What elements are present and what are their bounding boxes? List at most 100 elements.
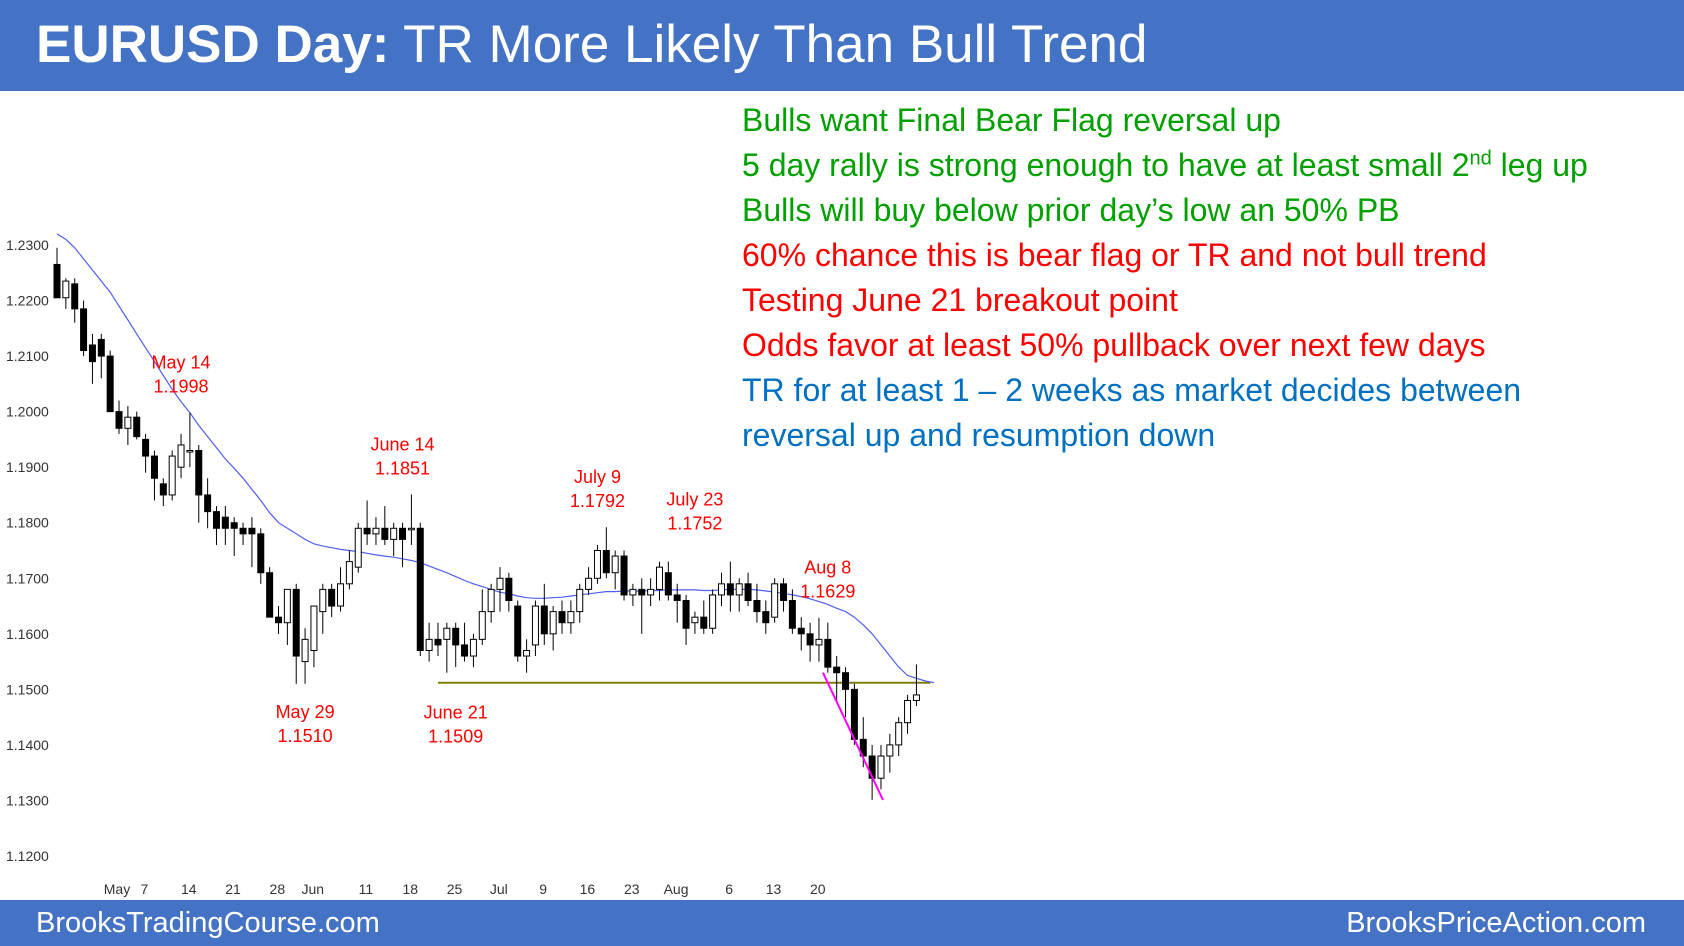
bull-candle [904,699,912,724]
note-text: reversal up and resumption down [742,417,1216,453]
bear-candle [399,527,407,540]
y-tick-label: 1.1900 [6,459,49,475]
bear-candle [833,666,841,674]
bull-candle [177,444,185,468]
bear-candle [115,411,123,429]
bear-candle [88,344,96,363]
y-tick-label: 1.1600 [6,626,49,642]
bull-candle [877,755,885,779]
bull-candle [576,588,584,613]
bull-candle [124,416,132,429]
annotation-price: 1.1629 [800,582,855,602]
bear-candle [381,527,389,540]
bear-candle [80,308,88,352]
page-title: EURUSD Day: TR More Likely Than Bull Tre… [36,14,1147,76]
bear-candle [142,438,150,457]
bull-candle [478,611,486,640]
bull-candle [611,555,619,574]
bull-candle [709,594,717,629]
bear-candle [461,644,469,657]
bear-candle [292,588,300,657]
bear-candle [806,633,814,646]
bear-candle [602,550,610,574]
note-text: TR for at least 1 – 2 weeks as market de… [742,372,1522,408]
x-tick-label: 18 [402,881,418,897]
bear-candle [53,263,61,299]
x-tick-label: 9 [539,881,547,897]
annotation-price: 1.1792 [570,491,625,511]
commentary-notes: Bulls want Final Bear Flag reversal up 5 … [742,98,1672,458]
bull-candle [168,455,176,496]
bear-candle [257,533,265,574]
x-tick-label: Jul [490,881,508,897]
footer-right-site: BrooksPriceAction.com [1346,907,1646,939]
bear-candle [780,583,788,601]
note-line: Odds favor at least 50% pullback over ne… [742,323,1672,368]
annotation-date: June 21 [424,702,488,722]
bear-candle [505,577,513,601]
bull-candle [487,588,495,613]
y-tick-label: 1.2200 [6,293,49,309]
bull-candle [186,450,194,453]
y-tick-label: 1.2000 [6,404,49,420]
annotation-date: May 29 [276,702,335,722]
bull-candle [718,583,725,596]
note-text: 60% chance this is bear flag or TR and n… [742,237,1487,273]
x-tick-label: 13 [766,881,782,897]
note-text: Bulls want Final Bear Flag reversal up [742,102,1281,138]
x-tick-label: 11 [359,881,374,897]
note-line: TR for at least 1 – 2 weeks as market de… [742,368,1672,413]
bull-candle [912,694,920,701]
x-tick-label: 25 [447,881,463,897]
bull-candle [655,566,663,590]
note-text: Bulls will buy below prior day’s low an … [742,192,1400,228]
bull-candle [390,527,398,540]
annotation-price: 1.1509 [428,726,483,746]
bear-candle [452,627,460,646]
note-line: 5 day rally is strong enough to have at … [742,143,1672,188]
x-tick-label: 20 [810,881,826,897]
note-text: 5 day rally is strong enough to have at … [742,147,1470,183]
note-superscript: nd [1469,147,1492,170]
x-tick-label: May [104,881,130,897]
bull-candle [354,527,362,568]
bear-candle [363,527,371,535]
bear-candle [159,483,167,496]
bear-candle [71,283,79,310]
bull-candle [62,280,70,299]
bull-candle [647,588,655,596]
bull-candle [310,605,318,651]
bull-candle [895,722,903,746]
bear-candle [682,599,690,629]
bear-candle [664,572,672,596]
bear-candle [133,416,141,438]
bull-candle [585,577,593,590]
footer-left-site: BrooksTradingCourse.com [36,907,380,939]
bull-candle [425,638,433,651]
bear-candle [150,455,158,479]
bear-candle [266,572,274,618]
x-tick-label: 21 [225,881,241,897]
bear-candle [239,527,247,535]
note-text: Odds favor at least 50% pullback over ne… [742,327,1486,363]
note-line: reversal up and resumption down [742,413,1672,458]
bear-candle [328,588,336,607]
note-line: 60% chance this is bear flag or TR and n… [742,233,1672,278]
annotation-price: 1.1510 [278,726,333,746]
bear-candle [620,555,628,596]
bear-candle [744,583,752,601]
bull-candle [301,638,309,663]
bear-candle [726,583,734,596]
bull-candle [372,527,380,535]
x-tick-label: 6 [725,881,733,897]
note-text-after: leg up [1491,147,1588,183]
footer-banner: BrooksTradingCourse.com BrooksPriceActio… [0,900,1684,946]
title-rest: TR More Likely Than Bull Trend [389,15,1148,74]
y-tick-label: 1.2300 [6,237,49,253]
bear-candle [275,616,282,624]
annotation-price: 1.1752 [667,513,722,533]
annotation-date: July 23 [666,489,723,509]
bear-candle [850,688,858,740]
note-line: Bulls want Final Bear Flag reversal up [742,98,1672,143]
y-tick-label: 1.1700 [6,570,49,586]
